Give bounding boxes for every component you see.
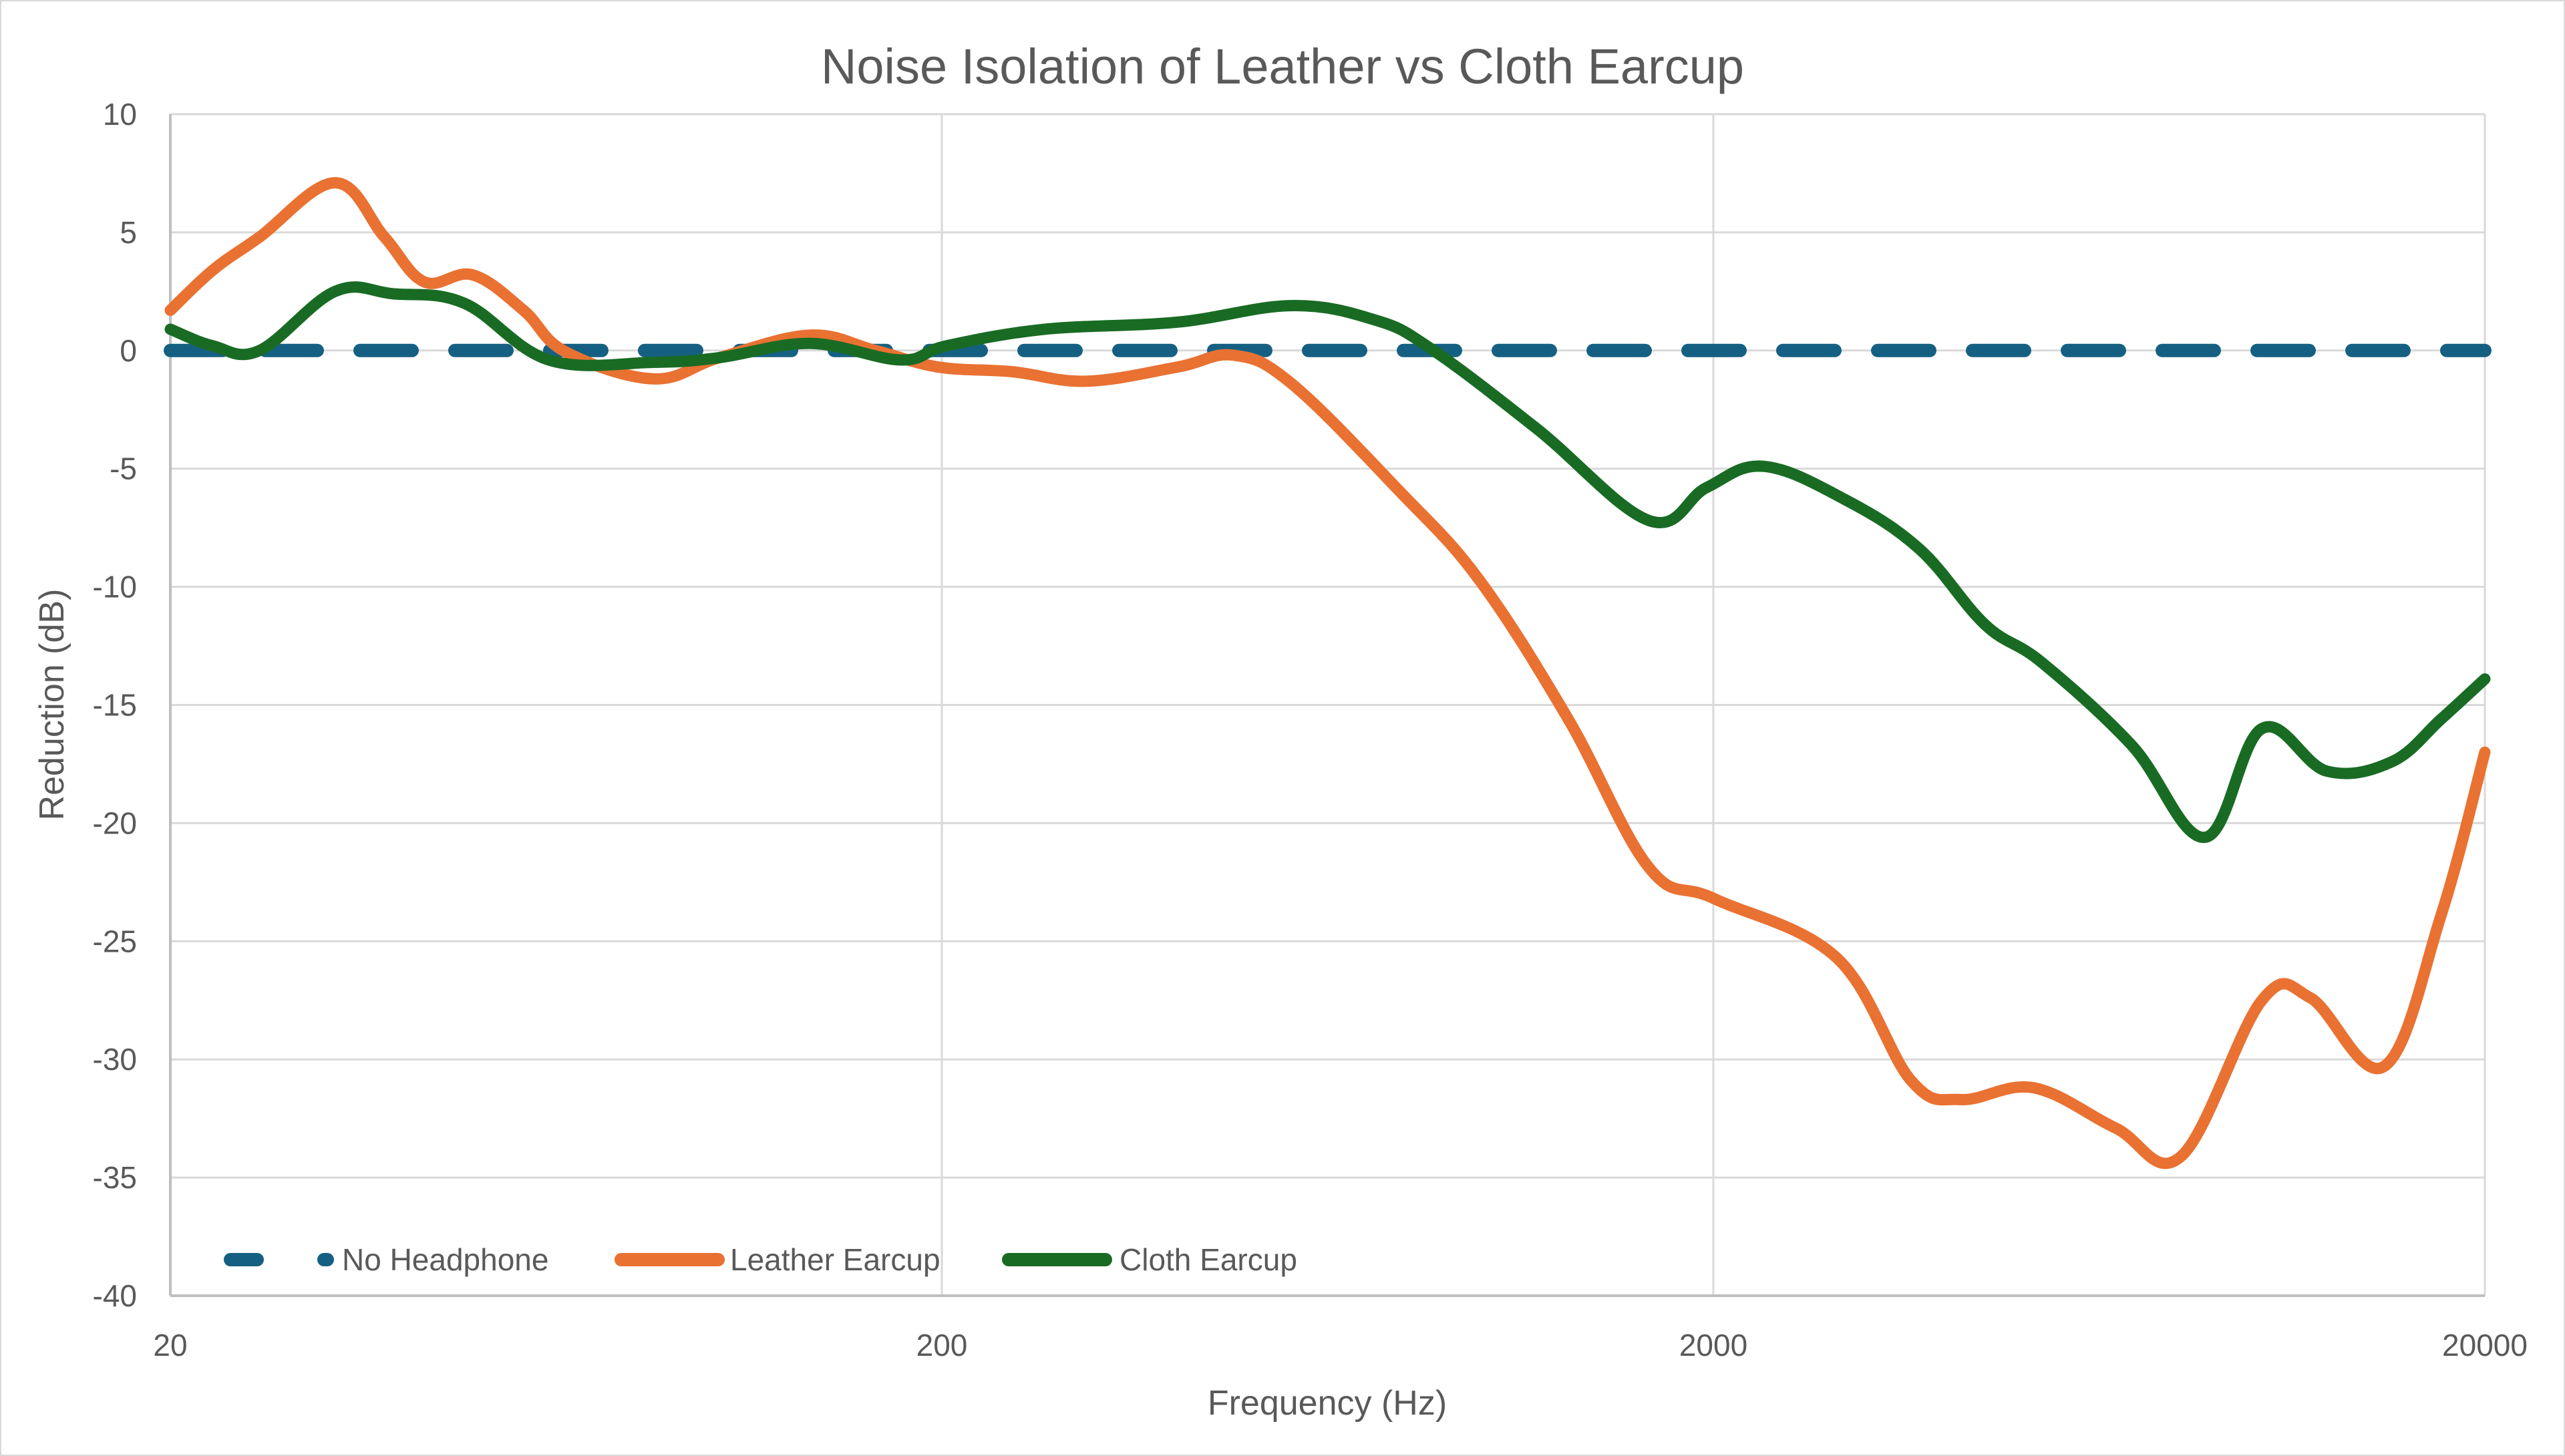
x-tick-label: 20000	[2442, 1328, 2528, 1362]
x-tick-label: 20	[153, 1328, 187, 1362]
legend-label: Leather Earcup	[730, 1242, 940, 1277]
legend-item-cloth-earcup: Cloth Earcup	[1002, 1242, 1297, 1277]
axes: 10 5 0 -5 -10 -15 -20 -25 -30 -35 -40 20 200 2000 2000…	[93, 97, 2528, 1362]
y-tick-label: -15	[93, 688, 137, 723]
y-tick-label: 10	[103, 97, 137, 132]
y-tick-label: 0	[120, 333, 137, 368]
y-tick-label: -5	[110, 451, 137, 486]
y-tick-label: -40	[93, 1278, 137, 1313]
series-line-leather-earcup	[164, 177, 2491, 1169]
y-axis-title: Reduction (dB)	[33, 589, 71, 821]
x-tick-label: 2000	[1679, 1328, 1747, 1362]
legend: No Headphone Leather Earcup Cloth Earcup	[224, 1242, 1297, 1277]
y-tick-label: 5	[120, 215, 137, 250]
gridlines	[170, 113, 2486, 1296]
y-tick-label: -30	[93, 1042, 137, 1077]
y-tick-label: -25	[93, 924, 137, 958]
chart-title: Noise Isolation of Leather vs Cloth Earc…	[821, 39, 1744, 94]
legend-label: Cloth Earcup	[1120, 1242, 1297, 1277]
y-tick-label: -35	[93, 1160, 137, 1195]
y-tick-label: -20	[93, 805, 137, 840]
legend-item-leather-earcup: Leather Earcup	[615, 1242, 940, 1277]
x-tick-label: 200	[916, 1328, 968, 1362]
legend-label: No Headphone	[342, 1242, 548, 1277]
x-axis-title: Frequency (Hz)	[1208, 1384, 1447, 1423]
series-line-cloth-earcup	[164, 281, 2491, 844]
legend-item-no-headphone: No Headphone	[224, 1242, 548, 1277]
series-lines	[164, 177, 2492, 1169]
y-tick-label: -10	[93, 570, 137, 604]
